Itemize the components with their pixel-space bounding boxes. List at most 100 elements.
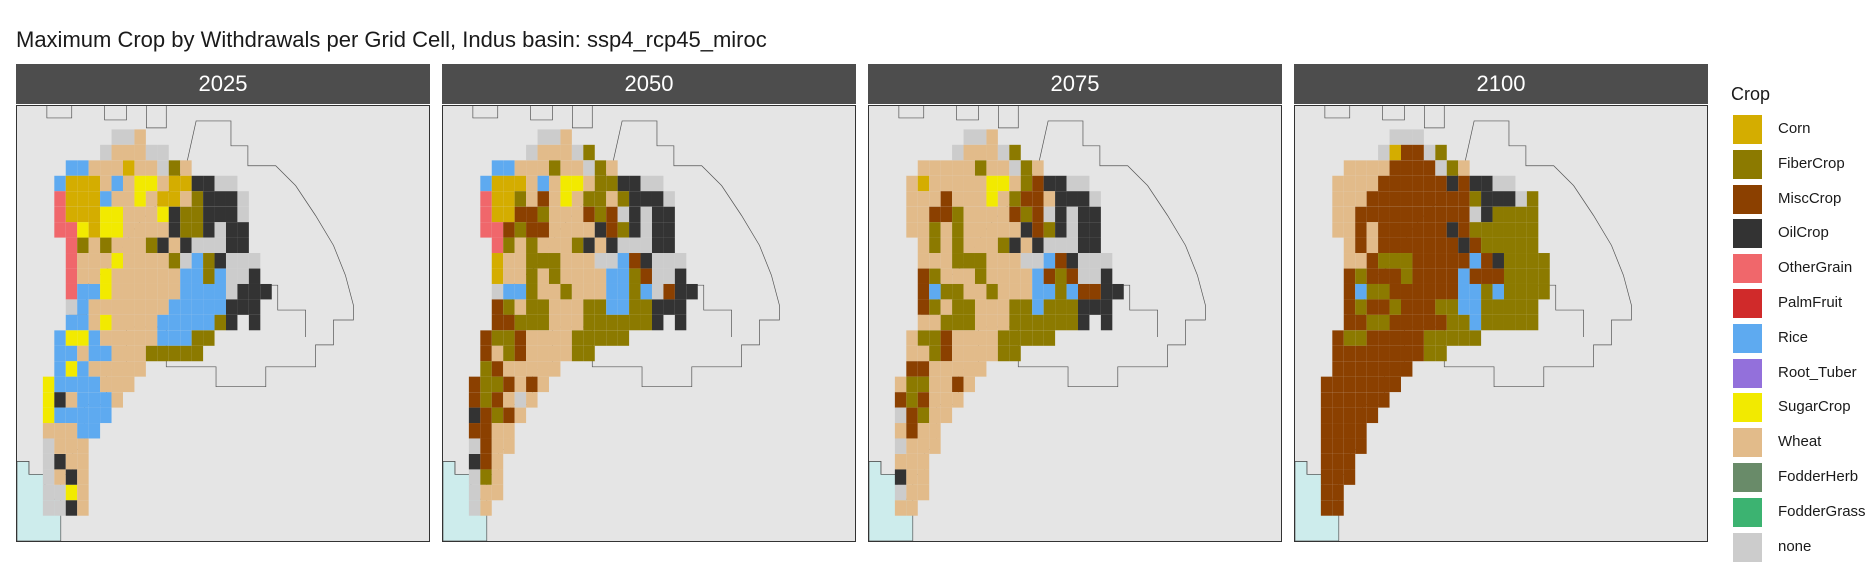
grid-cell-wheat [1366,222,1379,238]
grid-cell-misccrop [1400,361,1413,377]
grid-cell-oilcrop [1446,175,1459,192]
grid-cell-fibercrop [940,314,953,331]
grid-cell-none [1077,253,1090,269]
legend-swatch [1732,287,1763,319]
grid-cell-misccrop [1435,175,1447,192]
grid-cell-misccrop [1423,237,1436,254]
grid-cell-misccrop [1400,330,1413,346]
grid-cell-oilcrop [237,237,249,254]
grid-cell-rice [1492,283,1504,300]
grid-cell-misccrop [1355,376,1367,393]
grid-cell-wheat [1009,283,1021,300]
grid-cell-none [237,206,249,223]
grid-cell-wheat [88,299,101,315]
grid-cell-wheat [145,206,158,223]
grid-cell-none [651,253,664,269]
grid-cell-fibercrop [917,407,930,424]
grid-cell-wheat [480,484,492,501]
grid-cell-wheat [526,191,538,207]
grid-cell-fibercrop [1020,160,1033,176]
grid-cell-rice [1458,283,1470,300]
grid-cell-rice [77,314,89,331]
grid-cell-misccrop [1412,330,1424,346]
grid-cell-misccrop [1089,283,1101,300]
grid-cell-rice [100,191,112,207]
grid-cell-fibercrop [77,237,89,254]
grid-cell-wheat [548,206,561,223]
facet-strip-label: 2075 [868,64,1282,104]
grid-cell-corn [88,222,101,238]
grid-cell-misccrop [606,222,618,238]
grid-cell-wheat [997,222,1010,238]
grid-cell-none [237,253,249,269]
grid-cell-misccrop [1435,253,1447,269]
legend-label: FodderHerb [1778,467,1859,485]
grid-cell-misccrop [1355,407,1367,424]
grid-cell-sugarcrop [111,222,123,238]
grid-cell-oilcrop [1492,253,1504,269]
grid-cell-oilcrop [1481,175,1493,192]
grid-cell-wheat [1009,253,1021,269]
grid-cell-misccrop [1355,423,1367,439]
grid-cell-misccrop [1043,268,1056,284]
grid-cell-wheat [929,253,941,269]
grid-cell-misccrop [1389,222,1401,238]
grid-cell-fibercrop [214,314,226,331]
grid-cell-rice [929,283,941,300]
grid-cell-misccrop [1400,191,1413,207]
grid-cell-misccrop [1378,206,1390,223]
grid-cell-wheat [1355,175,1367,192]
grid-cell-none [225,253,238,269]
grid-cell-othergrain [491,237,504,254]
grid-cell-wheat [963,144,975,161]
grid-cell-oilcrop [663,299,675,315]
grid-cell-misccrop [1355,438,1367,454]
grid-cell-misccrop [1009,206,1021,223]
grid-cell-wheat [514,299,527,315]
grid-cell-misccrop [503,407,515,424]
grid-cell-fibercrop [491,330,504,346]
grid-cell-wheat [491,484,504,501]
grid-cell-wheat [122,376,135,393]
grid-cell-wheat [548,314,561,331]
grid-cell-othergrain [480,191,492,207]
grid-cell-rice [617,299,630,315]
facet-panel-2100: 2100 [1294,64,1708,542]
grid-cell-fibercrop [629,283,641,300]
grid-cell-wheat [514,376,527,393]
grid-cell-fibercrop [1343,330,1356,346]
grid-cell-rice [1469,299,1482,315]
grid-cell-rice [180,268,192,284]
grid-cell-oilcrop [651,237,664,254]
grid-cell-wheat [1343,222,1356,238]
grid-cell-none [1100,253,1113,269]
grid-cell-misccrop [1458,206,1470,223]
grid-cell-misccrop [1343,423,1356,439]
grid-cell-rice [537,175,549,192]
grid-cell-misccrop [917,299,930,315]
grid-cell-none [617,237,630,254]
grid-cell-misccrop [1446,268,1459,284]
grid-cell-fibercrop [560,283,572,300]
grid-cell-rice [77,407,89,424]
grid-cell-wheat [145,253,158,269]
grid-cell-wheat [180,160,192,176]
grid-cell-misccrop [1366,268,1379,284]
grid-cell-othergrain [480,206,492,223]
grid-cell-rice [77,361,89,377]
grid-cell-wheat [526,345,538,362]
grid-cell-fibercrop [1446,330,1459,346]
grid-cell-none [191,237,204,254]
grid-cell-wheat [894,376,907,393]
grid-cell-rice [503,160,515,176]
grid-cell-rice [503,283,515,300]
grid-cell-fibercrop [100,237,112,254]
grid-cell-fibercrop [963,314,975,331]
grid-cell-wheat [594,283,607,300]
grid-cell-wheat [1343,160,1356,176]
grid-cell-fibercrop [1526,299,1539,315]
grid-cell-fibercrop [1526,206,1539,223]
grid-cell-misccrop [1366,345,1379,362]
grid-cell-oilcrop [1009,237,1021,254]
grid-cell-wheat [997,206,1010,223]
